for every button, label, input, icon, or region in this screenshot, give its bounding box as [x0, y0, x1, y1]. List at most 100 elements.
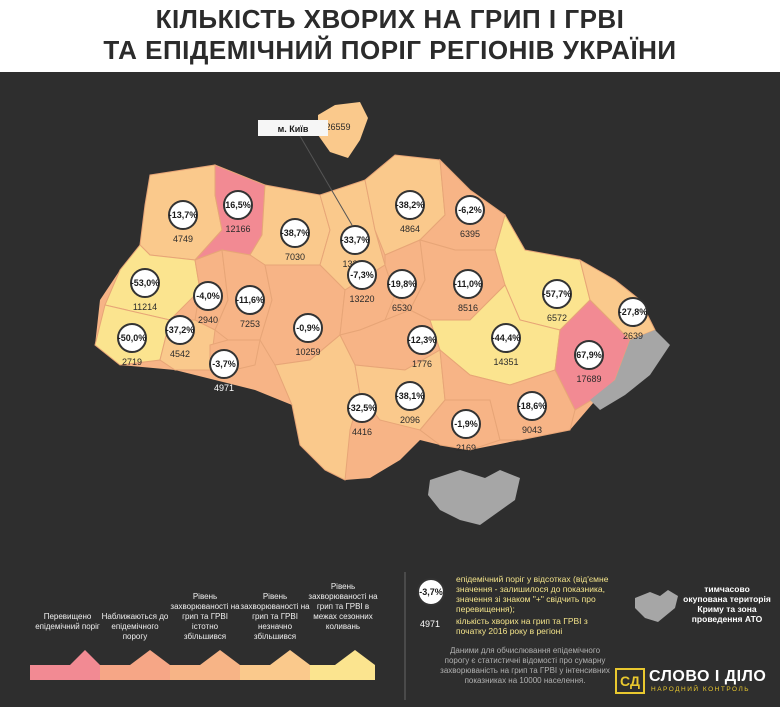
region-count-donetsk: 17689	[576, 374, 601, 384]
data-note: Даними для обчислювання епідемічного пор…	[440, 646, 610, 685]
region-badge-zhytomyr	[280, 218, 310, 248]
legend-label-significant: Рівень захворюваності на грип та ГРВІ іс…	[170, 592, 240, 641]
region-pct-chernihiv: -38,2%	[396, 200, 425, 210]
region-badge-dnipro	[491, 323, 521, 353]
region-badge-lviv	[130, 268, 160, 298]
logo-subtitle: НАРОДНИЙ КОНТРОЛЬ	[651, 686, 751, 693]
logo-name: СЛОВО І ДІЛО	[649, 668, 767, 685]
region-badge-volyn	[168, 200, 198, 230]
region-count-chernivtsi: 4971	[214, 383, 234, 393]
crimea-note: тимчасово окупована територія Криму та з…	[683, 584, 771, 624]
occupied-ato-zone	[590, 330, 670, 410]
region-badge-kirovohrad	[407, 325, 437, 355]
region-count-poltava: 8516	[458, 303, 478, 313]
region-badge-vinnytsia	[293, 313, 323, 343]
region-badge-khmelnytskyi	[235, 285, 265, 315]
region-count-zakarpattia: 2719	[122, 357, 142, 367]
region-badge-rivne	[223, 190, 253, 220]
region-pct-vinnytsia: -0,9%	[296, 323, 320, 333]
region-pct-kharkiv: -57,7%	[543, 289, 572, 299]
region-badge-cherkasy	[347, 260, 377, 290]
region-count-lviv: 11214	[133, 302, 157, 312]
region-pct-rivne: 16,5%	[225, 200, 251, 210]
header: КІЛЬКІСТЬ ХВОРИХ НА ГРИП І ГРВІ ТА ЕПІДЕ…	[0, 0, 780, 72]
region-pct-sumy: -6,2%	[458, 205, 482, 215]
region-count-zaporizhzhia: 9043	[522, 425, 542, 435]
region-badge-zakarpattia	[117, 323, 147, 353]
region-pct-zaporizhzhia: -18,6%	[518, 401, 547, 411]
kyiv-label-box	[258, 120, 328, 136]
region-pct-kherson: -1,9%	[454, 419, 478, 429]
legend-swatch-significant	[170, 650, 240, 680]
region-badge-kyiv-small	[387, 269, 417, 299]
region-badge-poltava	[453, 269, 483, 299]
legend-label-slight: Рівень захворюваності на грип та ГРВІ не…	[240, 592, 310, 641]
region-pct-chernivtsi: -3,7%	[212, 359, 236, 369]
region-badge-zaporizhzhia	[517, 391, 547, 421]
crimea-legend-icon	[635, 590, 678, 622]
region-pct-cherkasy: -7,3%	[350, 270, 374, 280]
region-odesa[interactable]	[274, 334, 361, 481]
region-pct-mykolaiv: -38,1%	[396, 391, 425, 401]
legend-swatch-slight	[240, 650, 310, 680]
region-count-odesa: 4416	[352, 427, 372, 437]
legend-label-above: Перевищено епідемічний поріг	[35, 612, 100, 631]
kyiv-pointer	[299, 135, 353, 226]
region-count-kyiv-small: 6530	[392, 303, 412, 313]
crimea	[428, 470, 520, 525]
region-count-volyn: 4749	[173, 234, 193, 244]
region-pct-lviv: -53,0%	[131, 278, 160, 288]
region-count-vinnytsia: 10259	[295, 347, 320, 357]
region-badge-ivano-frankivsk	[165, 315, 195, 345]
region-pct-kyiv-oblast: -33,7%	[341, 235, 370, 245]
legend-label-near: Наближаються до епідемічного порогу	[101, 612, 169, 641]
kyiv-city-count: 26559	[325, 122, 350, 132]
logo-mark: СД	[615, 668, 645, 694]
region-pct-ivano-frankivsk: -37,2%	[166, 325, 195, 335]
region-count-chernihiv: 4864	[400, 224, 420, 234]
region-count-khmelnytskyi: 7253	[240, 319, 260, 329]
region-pct-odesa: -32,5%	[348, 403, 377, 413]
legend-label-seasonal: Рівень захворюваності на грип та ГРВІ в …	[308, 582, 378, 631]
page-title-line2: ТА ЕПІДЕМІЧНИЙ ПОРІГ РЕГІОНІВ УКРАЇНИ	[103, 35, 677, 65]
region-count-mykolaiv: 2096	[400, 415, 420, 425]
region-pct-volyn: -13,7%	[169, 210, 198, 220]
legend-swatch-seasonal	[310, 650, 375, 680]
legend-swatch-above	[30, 650, 100, 680]
region-badge-kharkiv	[542, 279, 572, 309]
region-badge-odesa	[347, 393, 377, 423]
region-pct-donetsk: 67,9%	[576, 350, 602, 360]
region-badge-luhansk	[618, 297, 648, 327]
region-pct-kirovohrad: -12,3%	[408, 335, 437, 345]
region-badge-chernihiv	[395, 190, 425, 220]
sample-count: 4971	[420, 619, 440, 629]
page-title-line1: КІЛЬКІСТЬ ХВОРИХ НА ГРИП І ГРВІ	[155, 4, 625, 34]
region-count-zhytomyr: 7030	[285, 252, 305, 262]
region-badge-donetsk	[574, 340, 604, 370]
region-count-dnipro: 14351	[493, 357, 518, 367]
region-count-cherkasy: 13220	[349, 294, 374, 304]
region-count-luhansk: 2639	[623, 331, 643, 341]
region-count-rivne: 12166	[225, 224, 250, 234]
region-pct-zhytomyr: -38,7%	[281, 228, 310, 238]
kyiv-label: м. Київ	[278, 124, 309, 134]
region-pct-poltava: -11,0%	[454, 279, 482, 289]
region-count-kirovohrad: 1776	[412, 359, 432, 369]
region-count-sumy: 6395	[460, 229, 480, 239]
legend-swatch-near	[100, 650, 170, 680]
region-count-ternopil: 2940	[198, 315, 218, 325]
region-count-kharkiv: 6572	[547, 313, 567, 323]
pct-explanation: епідемічний поріг у відсотках (від'ємне …	[456, 574, 609, 614]
region-pct-luhansk: -27,8%	[619, 307, 648, 317]
sample-badge	[417, 578, 445, 606]
region-badge-kherson	[451, 409, 481, 439]
region-pct-zakarpattia: -50,0%	[118, 333, 147, 343]
region-badge-chernivtsi	[209, 349, 239, 379]
legend-strip	[30, 650, 375, 680]
region-count-ivano-frankivsk: 4542	[170, 349, 190, 359]
region-pct-dnipro: -44,4%	[492, 333, 521, 343]
region-badge-mykolaiv	[395, 381, 425, 411]
region-count-kherson: 2169	[456, 443, 476, 453]
kyiv-city-inset	[318, 102, 368, 158]
count-explanation: кількість хворих на грип та ГРВІ з почат…	[456, 616, 588, 636]
